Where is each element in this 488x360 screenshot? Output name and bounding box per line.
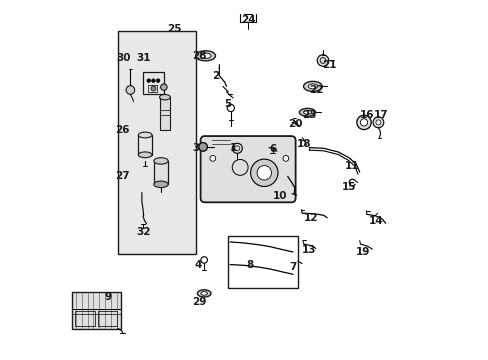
Text: 5: 5 [224,99,231,109]
Text: 29: 29 [192,297,206,307]
Ellipse shape [308,84,317,89]
Ellipse shape [138,152,152,158]
Text: 25: 25 [167,24,181,34]
Ellipse shape [159,94,170,100]
Text: 9: 9 [104,292,111,302]
Text: 13: 13 [302,245,316,255]
Text: 17: 17 [373,110,388,120]
Ellipse shape [303,111,311,114]
Circle shape [126,86,134,94]
Circle shape [360,119,367,126]
Circle shape [375,120,380,125]
Circle shape [356,115,370,130]
Circle shape [232,159,247,175]
Text: 24: 24 [240,15,255,25]
Text: 14: 14 [368,216,383,226]
Bar [160,97,170,130]
Ellipse shape [303,81,322,91]
Text: 1: 1 [230,143,237,153]
Text: 8: 8 [246,260,253,270]
Circle shape [232,143,242,153]
Text: 20: 20 [287,119,302,129]
Ellipse shape [153,181,168,188]
Ellipse shape [200,53,211,58]
Bar [153,161,168,184]
Circle shape [156,79,160,82]
Text: 19: 19 [355,247,370,257]
Bar [227,236,297,288]
Ellipse shape [197,290,211,297]
FancyBboxPatch shape [200,136,295,202]
Text: 6: 6 [268,144,276,154]
Bar [142,72,163,94]
Text: 21: 21 [321,60,336,70]
Ellipse shape [195,51,215,61]
Circle shape [146,79,150,82]
Text: 26: 26 [115,125,129,135]
Circle shape [160,84,167,90]
Text: 10: 10 [273,191,287,201]
Text: 15: 15 [341,182,355,192]
Text: 22: 22 [308,85,323,95]
Bar [75,311,95,326]
Ellipse shape [138,132,152,138]
Text: 3: 3 [192,143,199,153]
Ellipse shape [201,292,207,295]
Circle shape [199,143,207,151]
Text: 27: 27 [115,171,129,181]
Text: 18: 18 [296,139,310,149]
Circle shape [317,55,328,66]
Text: 23: 23 [302,110,316,120]
Bar [98,311,117,326]
Circle shape [257,166,271,180]
Text: 30: 30 [117,53,131,63]
Text: 31: 31 [136,53,151,63]
Ellipse shape [153,158,168,164]
Text: 2: 2 [212,71,219,81]
Bar [72,292,121,329]
Text: 4: 4 [194,260,201,270]
Circle shape [250,159,277,186]
Circle shape [151,86,156,91]
Circle shape [283,156,288,161]
Circle shape [372,117,383,128]
Ellipse shape [299,108,315,116]
Bar [148,85,157,92]
Circle shape [151,79,155,82]
Text: 16: 16 [359,110,373,120]
Text: 12: 12 [303,213,318,223]
Text: 32: 32 [136,227,151,237]
Bar [138,135,152,155]
Circle shape [209,156,215,161]
Bar [118,31,196,254]
Text: 7: 7 [289,262,296,272]
Text: 11: 11 [345,161,359,171]
Text: 28: 28 [192,51,206,61]
